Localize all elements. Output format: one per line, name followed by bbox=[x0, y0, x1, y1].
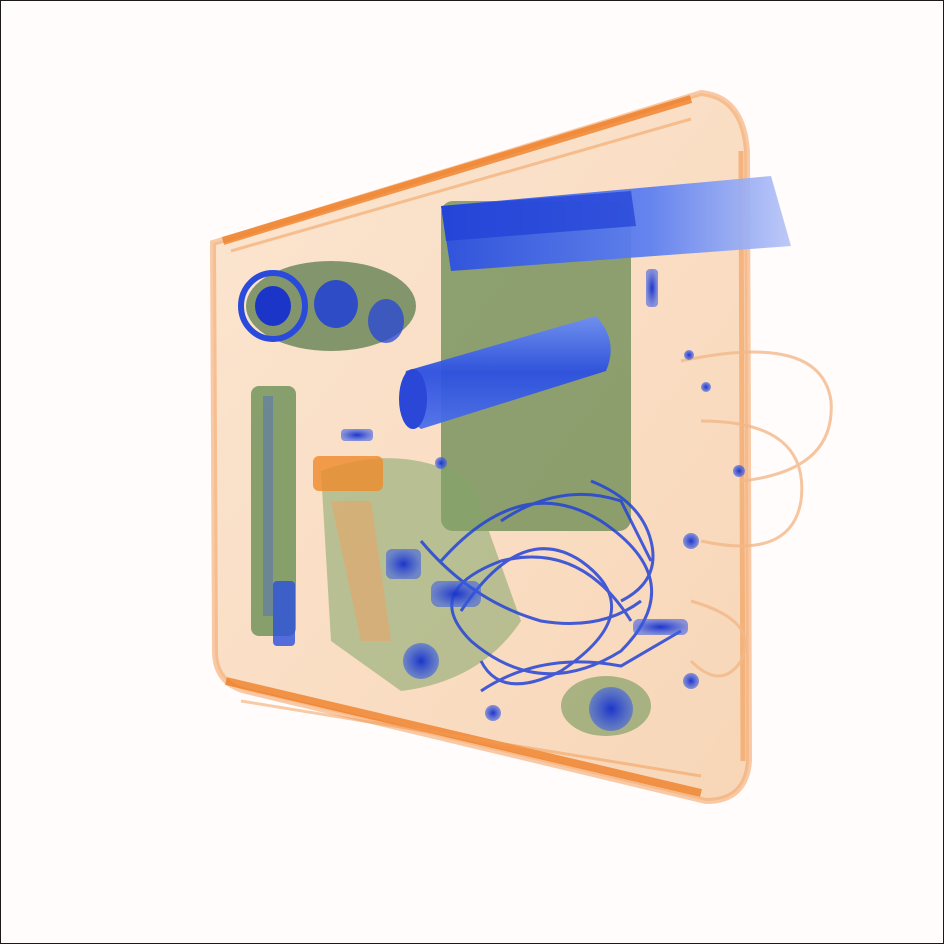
trolley-handle bbox=[441, 176, 791, 271]
metal-rod bbox=[263, 396, 295, 646]
dense-item-left bbox=[313, 456, 391, 641]
tangled-cables bbox=[419, 479, 682, 693]
metal-cylinder bbox=[399, 316, 611, 429]
cable-loops-right bbox=[680, 350, 833, 678]
metal-binoculars bbox=[238, 270, 404, 343]
small-metal-parts bbox=[341, 269, 745, 731]
